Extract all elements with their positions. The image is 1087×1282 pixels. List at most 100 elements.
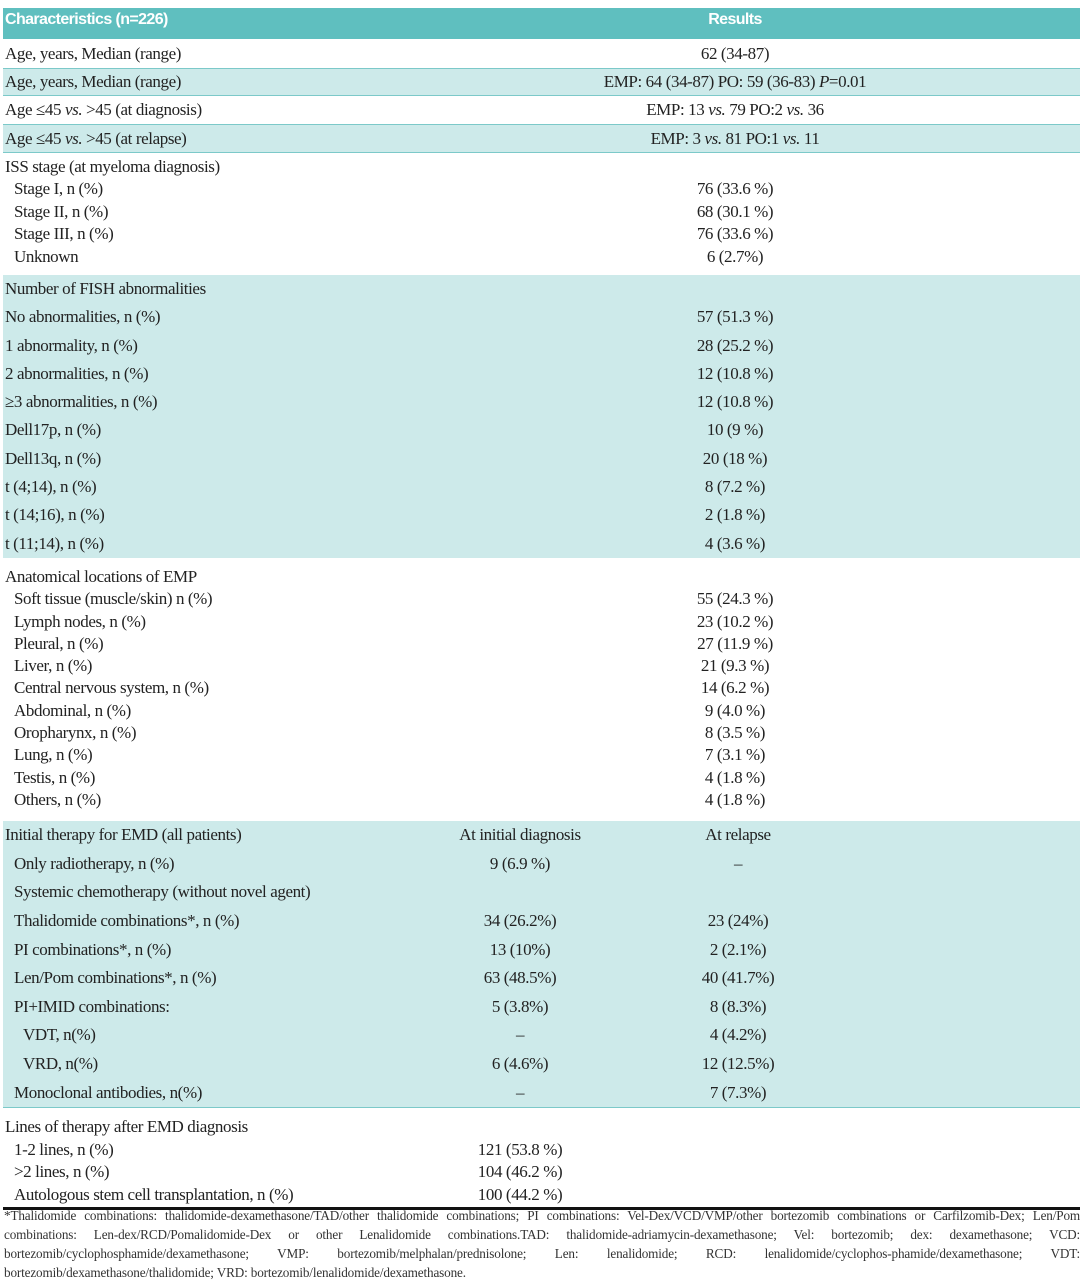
row-value: 104 (46.2 %) [477,1162,563,1182]
row-value: 57 (51.3 %) [696,307,774,327]
table-row: Age, years, Median (range) 62 (34-87) [3,39,1080,68]
table-row: 1-2 lines, n (%) 121 (53.8 %) [3,1139,1080,1162]
row-value: 8 (7.2 %) [704,477,766,497]
row-value: 4 (1.8 %) [704,767,766,787]
table-row: Stage I, n (%) 76 (33.6 %) [3,178,1080,200]
row-value: EMP: 13 vs. 79 PO:2 vs. 36 [646,100,824,119]
row-value: 4 (1.8 %) [704,789,766,809]
row-label: Dell17p, n (%) [5,420,101,440]
table-row: Initial therapy for EMD (all patients) At… [3,821,1080,850]
table-section: Number of FISH abnormalities No abnormali… [3,274,1080,558]
table-row: t (14;16), n (%) 2 (1.8 %) [3,501,1080,529]
row-value: 9 (4.0 %) [704,700,766,720]
table-bottom-rule [3,1207,1080,1210]
table-row: Age ≤45 vs. >45 (at diagnosis) EMP: 13 vs… [3,96,1080,124]
row-value: EMP: 3 vs. 81 PO:1 vs. 11 [650,129,820,148]
row-label: Initial therapy for EMD (all patients) [5,825,242,845]
table-row: Thalidomide combinations*, n (%) 34 (26.2… [3,907,1080,936]
value-at-relapse: At relapse [705,825,771,845]
row-value: 10 (9 %) [706,420,764,440]
row-value: 55 (24.3 %) [696,589,774,609]
table-row: 1 abnormality, n (%) 28 (25.2 %) [3,332,1080,360]
value-at-relapse: 12 (12.5%) [701,1053,775,1073]
table-row: Central nervous system, n (%) 14 (6.2 %) [3,677,1080,699]
row-label: Stage II, n (%) [14,201,109,221]
table-section: Lines of therapy after EMD diagnosis 1-2 … [3,1108,1080,1206]
row-label: 1 abnormality, n (%) [5,335,138,355]
table-row: Testis, n (%) 4 (1.8 %) [3,767,1080,789]
row-label: Liver, n (%) [14,656,93,676]
table-section: Anatomical locations of EMP Soft tissue (… [3,558,1080,821]
table-section: ISS stage (at myeloma diagnosis) Stage I,… [3,153,1080,275]
value-at-initial-diagnosis: 13 (10%) [489,939,551,959]
table-row: PI+IMID combinations: 5 (3.8%) 8 (8.3%) [3,993,1080,1022]
column-header-results: Results [708,11,762,28]
row-label: Anatomical locations of EMP [5,566,197,586]
row-label: Lymph nodes, n (%) [14,611,146,631]
row-value: 76 (33.6 %) [696,224,774,244]
row-label: Lines of therapy after EMD diagnosis [5,1117,248,1137]
row-value: 7 (3.1 %) [704,745,766,765]
row-label: t (4;14), n (%) [5,477,97,497]
row-value: 100 (44.2 %) [477,1184,563,1204]
table-row: Systemic chemotherapy (without novel age… [3,878,1080,907]
row-value: 14 (6.2 %) [700,678,770,698]
row-value: 12 (10.8 %) [696,392,774,412]
table-row: Age ≤45 vs. >45 (at relapse) EMP: 3 vs. 8… [3,125,1080,152]
row-label: Dell13q, n (%) [5,448,101,468]
row-label: Age, years, Median (range) [5,72,182,91]
row-label: Soft tissue (muscle/skin) n (%) [14,589,213,609]
row-value: 23 (10.2 %) [696,611,774,631]
table-row: t (4;14), n (%) 8 (7.2 %) [3,473,1080,501]
row-label: Lung, n (%) [14,745,93,765]
column-header-characteristics: Characteristics (n=226) [5,11,168,28]
table-section: Age, years, Median (range) 62 (34-87) [3,39,1080,69]
table-row: VRD, n(%) 6 (4.6%) 12 (12.5%) [3,1050,1080,1079]
table-row: >2 lines, n (%) 104 (46.2 %) [3,1161,1080,1184]
row-label: Thalidomide combinations*, n (%) [14,910,240,930]
table-row: VDT, n(%) – 4 (4.2%) [3,1021,1080,1050]
row-label: Only radiotherapy, n (%) [14,853,175,873]
row-value: 76 (33.6 %) [696,179,774,199]
value-at-initial-diagnosis: 6 (4.6%) [491,1053,549,1073]
table-row: Lines of therapy after EMD diagnosis [3,1116,1080,1139]
table-row: Number of FISH abnormalities [3,275,1080,303]
table-row: Only radiotherapy, n (%) 9 (6.9 %) – [3,850,1080,879]
value-at-initial-diagnosis: 63 (48.5%) [483,968,557,988]
table-row: Unknown 6 (2.7%) [3,246,1080,268]
row-label: Autologous stem cell transplantation, n … [14,1184,294,1204]
table-row: PI combinations*, n (%) 13 (10%) 2 (2.1%) [3,936,1080,965]
table-row: Monoclonal antibodies, n(%) – 7 (7.3%) [3,1079,1080,1108]
row-label: PI combinations*, n (%) [14,939,171,959]
table-row: Dell13q, n (%) 20 (18 %) [3,445,1080,473]
value-at-initial-diagnosis: 9 (6.9 %) [489,853,551,873]
value-at-relapse: 8 (8.3%) [709,996,767,1016]
value-at-initial-diagnosis: 5 (3.8%) [491,996,549,1016]
row-label: Stage I, n (%) [14,179,103,199]
table-row: Others, n (%) 4 (1.8 %) [3,789,1080,811]
row-label: Len/Pom combinations*, n (%) [14,968,217,988]
row-label: No abnormalities, n (%) [5,307,161,327]
table-row: Age, years, Median (range) EMP: 64 (34-87… [3,69,1080,95]
table-section: Initial therapy for EMD (all patients) At… [3,821,1080,1109]
row-label: Others, n (%) [14,789,101,809]
value-at-relapse: – [733,853,743,873]
row-label: ≥3 abnormalities, n (%) [5,392,158,412]
row-value: 4 (3.6 %) [704,533,766,553]
row-value: 21 (9.3 %) [700,656,770,676]
table-row: No abnormalities, n (%) 57 (51.3 %) [3,303,1080,331]
table-row: Soft tissue (muscle/skin) n (%) 55 (24.3 … [3,588,1080,610]
row-label: Age ≤45 vs. >45 (at relapse) [5,129,187,148]
value-at-relapse: 4 (4.2%) [709,1025,767,1045]
table-row: t (11;14), n (%) 4 (3.6 %) [3,530,1080,558]
row-value: 27 (11.9 %) [697,633,773,653]
row-value: 6 (2.7%) [706,246,764,266]
table-row: Abdominal, n (%) 9 (4.0 %) [3,700,1080,722]
row-value: 121 (53.8 %) [477,1139,563,1159]
table-section: Age, years, Median (range) EMP: 64 (34-87… [3,69,1080,96]
table-row: 2 abnormalities, n (%) 12 (10.8 %) [3,360,1080,388]
table-row: Lung, n (%) 7 (3.1 %) [3,744,1080,766]
table-row: Lymph nodes, n (%) 23 (10.2 %) [3,611,1080,633]
row-label: Monoclonal antibodies, n(%) [14,1082,202,1102]
value-at-initial-diagnosis: – [515,1025,525,1045]
